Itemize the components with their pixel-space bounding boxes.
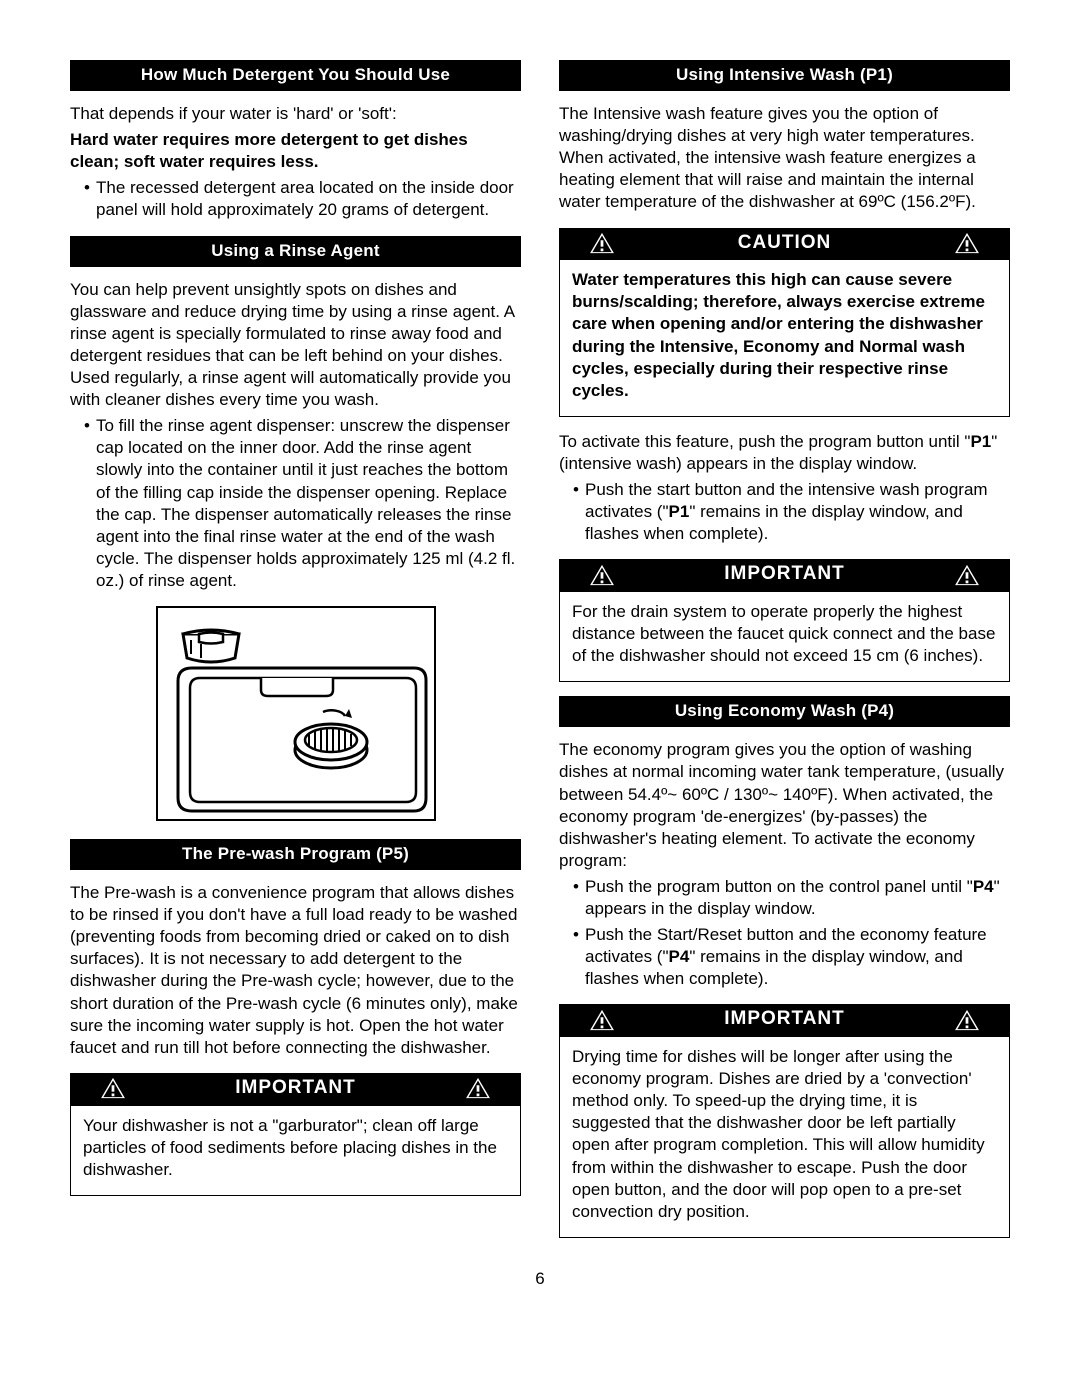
warning-icon xyxy=(954,1009,980,1031)
heading-prewash: The Pre-wash Program (P5) xyxy=(70,839,521,870)
heading-rinse: Using a Rinse Agent xyxy=(70,236,521,267)
intensive-bullet: Push the start button and the intensive … xyxy=(573,479,1010,545)
important-bar-1: IMPORTANT xyxy=(70,1073,521,1105)
warning-icon xyxy=(589,564,615,586)
important-box-1: Your dishwasher is not a "garburator"; c… xyxy=(70,1105,521,1196)
rinse-bullet: To fill the rinse agent dispenser: unscr… xyxy=(84,415,521,592)
important-text-1: Your dishwasher is not a "garburator"; c… xyxy=(83,1115,508,1181)
important-box-2: For the drain system to operate properly… xyxy=(559,591,1010,682)
warning-icon xyxy=(100,1077,126,1099)
important-text-2: For the drain system to operate properly… xyxy=(572,601,997,667)
two-column-layout: How Much Detergent You Should Use That d… xyxy=(70,60,1010,1252)
intensive-paragraph: The Intensive wash feature gives you the… xyxy=(559,103,1010,213)
prewash-block: The Pre-wash is a convenience program th… xyxy=(70,882,521,1059)
intensive-block: The Intensive wash feature gives you the… xyxy=(559,103,1010,213)
heading-economy: Using Economy Wash (P4) xyxy=(559,696,1010,727)
economy-bullet-1: Push the program button on the control p… xyxy=(573,876,1010,920)
important-bar-2: IMPORTANT xyxy=(559,559,1010,591)
important-text-3: Drying time for dishes will be longer af… xyxy=(572,1046,997,1223)
heading-detergent: How Much Detergent You Should Use xyxy=(70,60,521,91)
warning-icon xyxy=(954,232,980,254)
detergent-hardwater: Hard water requires more detergent to ge… xyxy=(70,129,521,173)
detergent-bullet: The recessed detergent area located on t… xyxy=(84,177,521,221)
economy-paragraph: The economy program gives you the option… xyxy=(559,739,1010,872)
economy-bullet-2: Push the Start/Reset button and the econ… xyxy=(573,924,1010,990)
caution-text: Water temperatures this high can cause s… xyxy=(572,269,997,402)
heading-intensive: Using Intensive Wash (P1) xyxy=(559,60,1010,91)
detergent-intro: That depends if your water is 'hard' or … xyxy=(70,103,521,125)
important-label-2: IMPORTANT xyxy=(615,562,954,587)
warning-icon xyxy=(589,1009,615,1031)
caution-bar: CAUTION xyxy=(559,228,1010,260)
left-column: How Much Detergent You Should Use That d… xyxy=(70,60,521,1252)
caution-box: Water temperatures this high can cause s… xyxy=(559,259,1010,417)
caution-label: CAUTION xyxy=(615,231,954,256)
important-box-3: Drying time for dishes will be longer af… xyxy=(559,1036,1010,1238)
warning-icon xyxy=(954,564,980,586)
detergent-block: That depends if your water is 'hard' or … xyxy=(70,103,521,221)
rinse-paragraph: You can help prevent unsightly spots on … xyxy=(70,279,521,412)
rinse-dispenser-diagram xyxy=(156,606,436,821)
important-bar-3: IMPORTANT xyxy=(559,1004,1010,1036)
warning-icon xyxy=(589,232,615,254)
prewash-paragraph: The Pre-wash is a convenience program th… xyxy=(70,882,521,1059)
economy-block: The economy program gives you the option… xyxy=(559,739,1010,990)
intensive-activate: To activate this feature, push the progr… xyxy=(559,431,1010,475)
page-number: 6 xyxy=(70,1268,1010,1290)
right-column: Using Intensive Wash (P1) The Intensive … xyxy=(559,60,1010,1252)
important-label-1: IMPORTANT xyxy=(126,1076,465,1101)
warning-icon xyxy=(465,1077,491,1099)
intensive-activate-block: To activate this feature, push the progr… xyxy=(559,431,1010,545)
important-label-3: IMPORTANT xyxy=(615,1007,954,1032)
rinse-block: You can help prevent unsightly spots on … xyxy=(70,279,521,592)
